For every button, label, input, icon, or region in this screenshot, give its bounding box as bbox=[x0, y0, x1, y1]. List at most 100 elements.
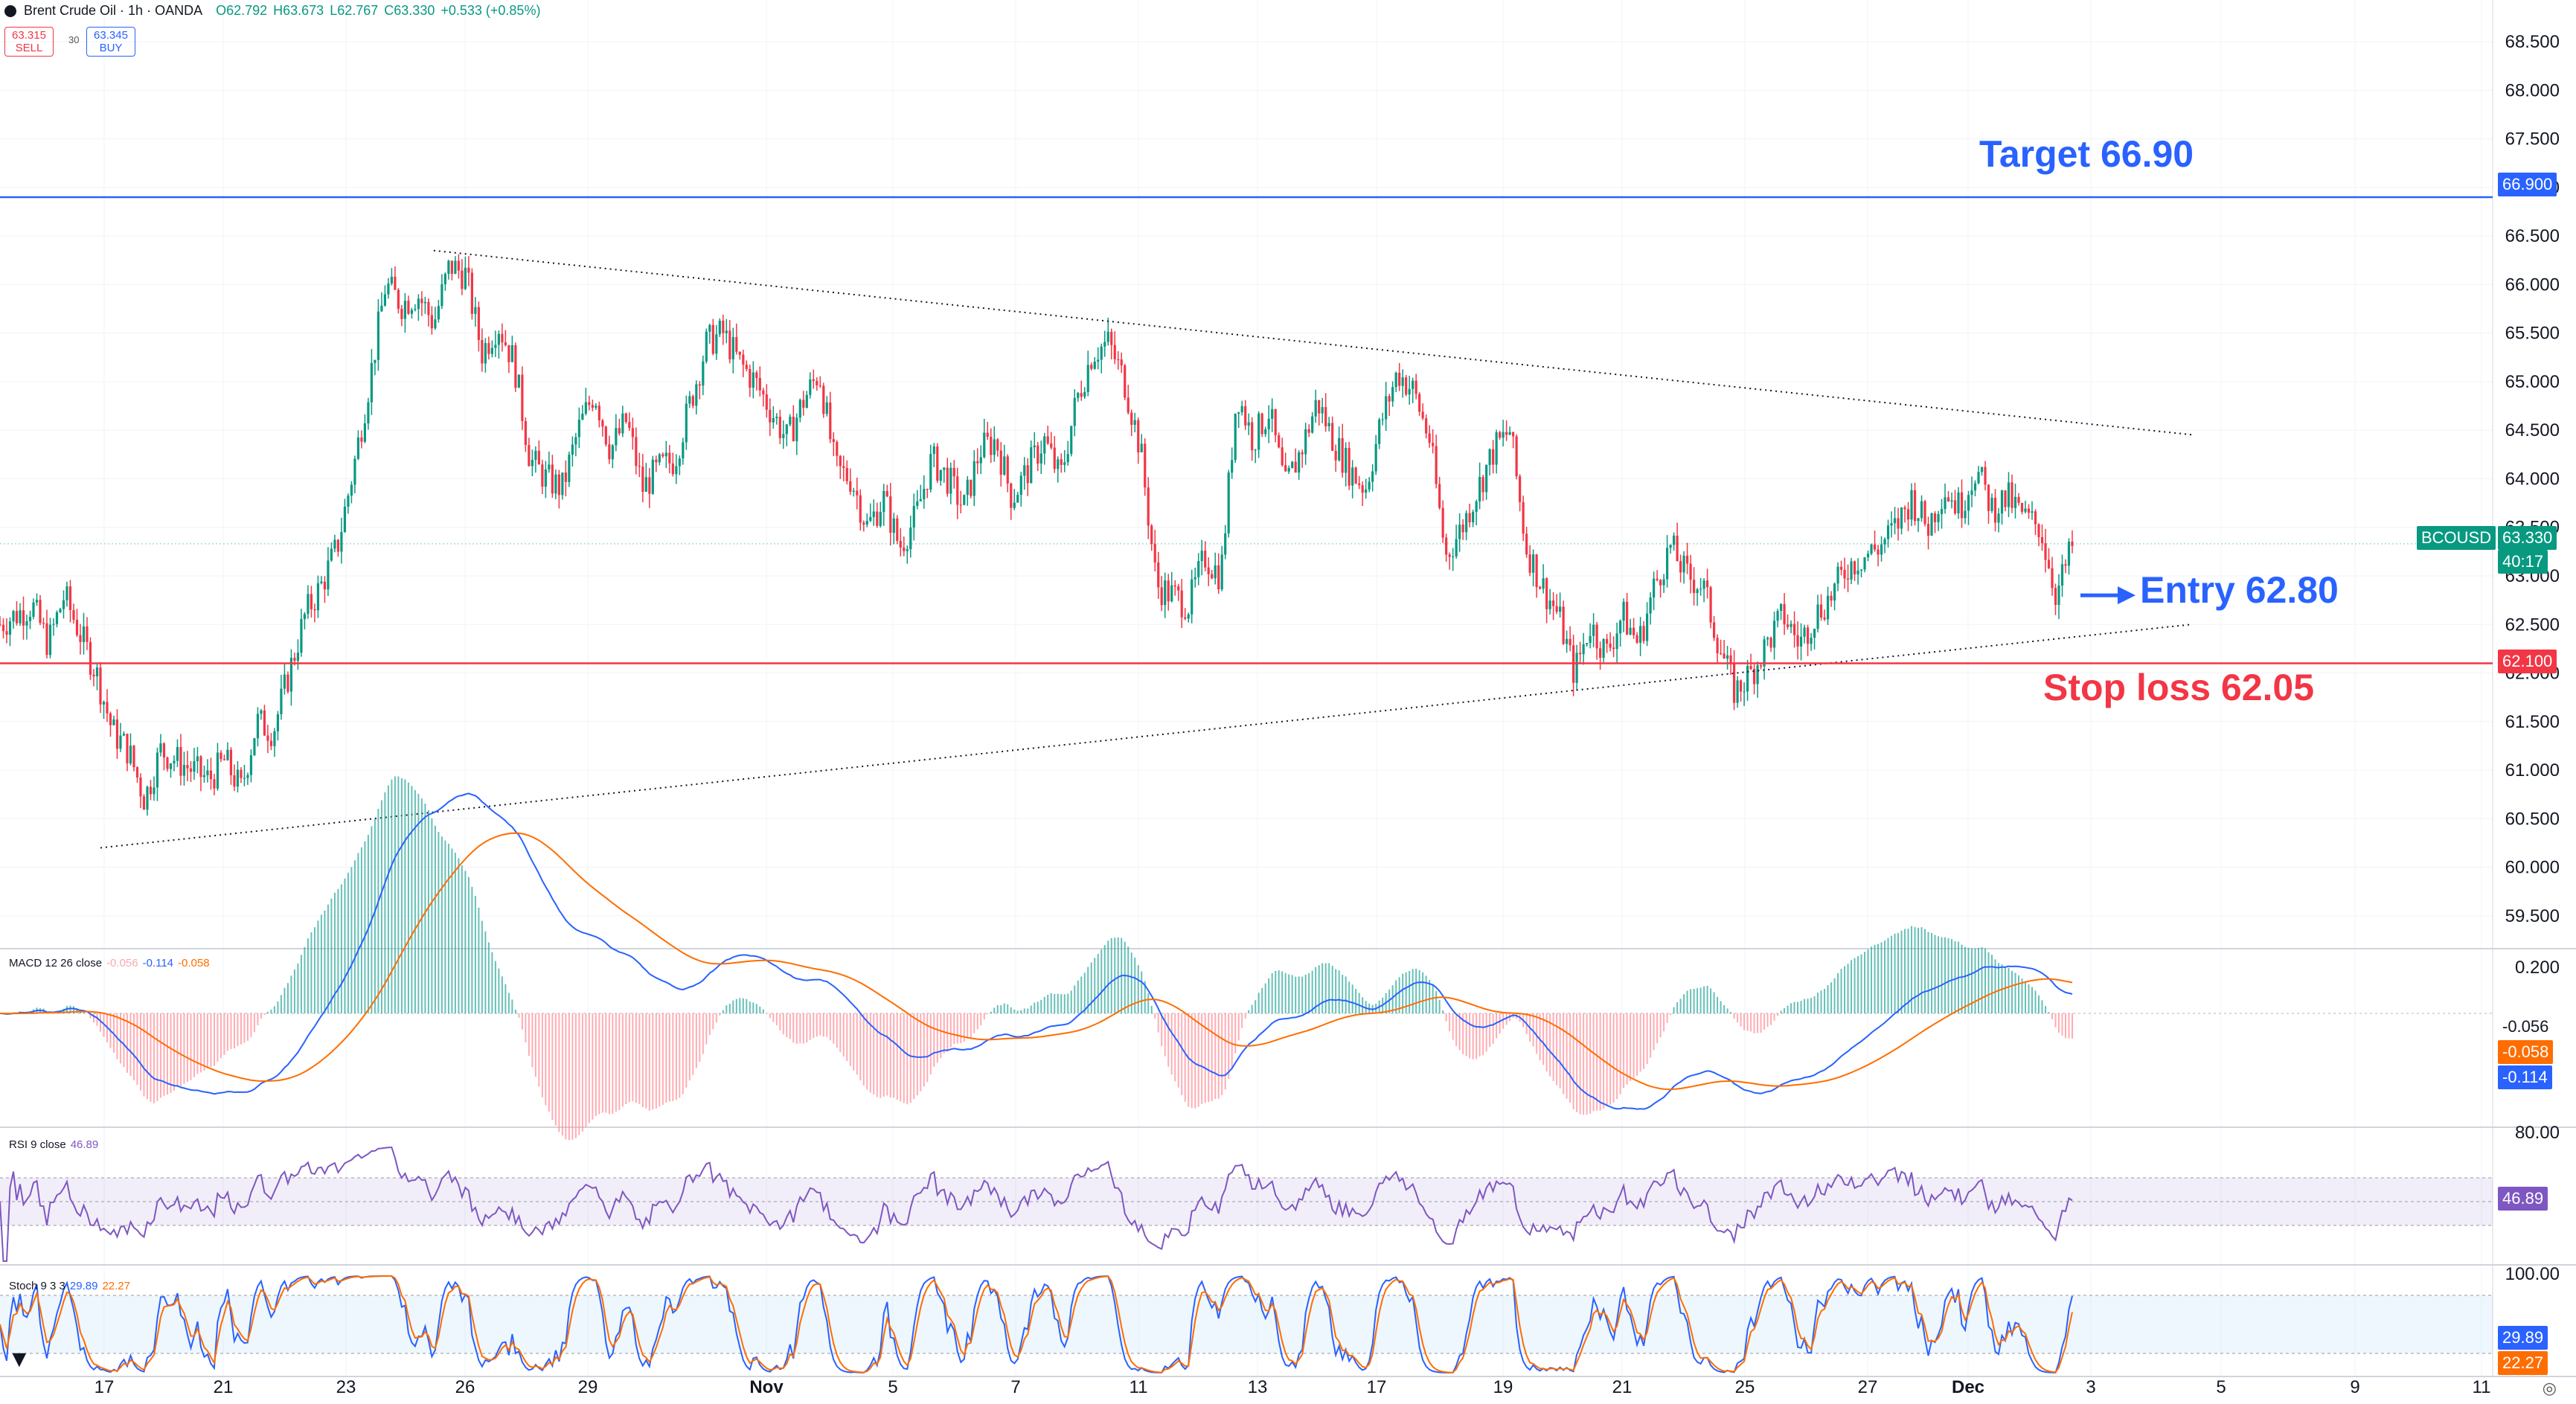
candle-body bbox=[1790, 624, 1792, 627]
candle-body bbox=[966, 479, 969, 496]
candle-body bbox=[1692, 580, 1696, 594]
macd-label: MACD 12 26 close -0.056 -0.114 -0.058 bbox=[9, 957, 210, 969]
candle-body bbox=[1438, 484, 1441, 508]
candle-body bbox=[588, 402, 591, 406]
price-tick-label: 60.000 bbox=[2505, 858, 2560, 878]
candle-body bbox=[106, 702, 109, 714]
buy-price: 63.345 bbox=[94, 29, 128, 42]
entry-arrow-icon bbox=[2080, 586, 2136, 605]
candle-body bbox=[1672, 535, 1676, 545]
candle-body bbox=[1351, 467, 1354, 486]
candle-body bbox=[682, 442, 685, 459]
time-tick-label: 25 bbox=[1735, 1377, 1755, 1397]
macd-signal-line bbox=[0, 832, 2073, 1091]
candle-body bbox=[1264, 429, 1267, 435]
candle-body bbox=[1836, 566, 1839, 584]
candle-body bbox=[993, 439, 996, 455]
candle-body bbox=[504, 342, 507, 345]
candle-body bbox=[1077, 393, 1080, 398]
candle-body bbox=[420, 298, 423, 304]
candle-body bbox=[795, 417, 798, 441]
candle-body bbox=[1127, 397, 1130, 413]
candle-body bbox=[129, 746, 132, 763]
candle-body bbox=[568, 455, 571, 482]
candle-body bbox=[52, 624, 55, 625]
candle-body bbox=[427, 301, 430, 315]
candle-body bbox=[350, 484, 353, 496]
candle-body bbox=[1197, 561, 1200, 577]
candle-body bbox=[1086, 365, 1089, 392]
candle-body bbox=[487, 343, 490, 354]
candle-body bbox=[1244, 406, 1247, 426]
candle-body bbox=[142, 796, 146, 810]
candle-body bbox=[1626, 601, 1629, 635]
candle-body bbox=[310, 594, 313, 609]
time-tick-label: 17 bbox=[94, 1377, 115, 1397]
candle-body bbox=[611, 445, 614, 460]
candle-body bbox=[1432, 443, 1435, 446]
candle-body bbox=[708, 324, 711, 332]
candle-body bbox=[1559, 606, 1562, 612]
candle-body bbox=[1057, 459, 1060, 469]
candle-body bbox=[1729, 655, 1732, 664]
candle-body bbox=[1053, 447, 1056, 469]
candle-body bbox=[2034, 511, 2037, 525]
candle-body bbox=[1291, 461, 1294, 469]
candle-body bbox=[671, 463, 674, 475]
candle-body bbox=[1441, 507, 1444, 538]
candle-body bbox=[95, 667, 99, 676]
candle-body bbox=[394, 276, 397, 290]
candle-body bbox=[919, 499, 922, 501]
buy-button[interactable]: 63.345 BUY bbox=[86, 27, 135, 57]
candle-body bbox=[1609, 644, 1612, 648]
candle-body bbox=[1726, 655, 1729, 659]
time-tick-label: 9 bbox=[2350, 1377, 2359, 1397]
candle-body bbox=[1160, 587, 1163, 606]
candle-body bbox=[1180, 590, 1183, 618]
candle-body bbox=[1194, 577, 1196, 580]
settings-icon[interactable]: ◎ bbox=[2542, 1379, 2557, 1397]
close-value: C63.330 bbox=[384, 3, 435, 18]
candle-body bbox=[1522, 501, 1525, 534]
candle-body bbox=[688, 396, 691, 404]
candle-body bbox=[222, 759, 226, 760]
candle-body bbox=[1702, 580, 1705, 589]
candle-body bbox=[812, 379, 815, 381]
candle-body bbox=[266, 735, 269, 741]
candle-body bbox=[1548, 600, 1551, 609]
candle-body bbox=[363, 423, 367, 442]
candle-body bbox=[1385, 396, 1388, 420]
candle-body bbox=[1960, 492, 1964, 519]
candle-body bbox=[715, 334, 718, 354]
candle-body bbox=[885, 490, 888, 497]
candle-body bbox=[859, 495, 862, 523]
candle-body bbox=[1873, 544, 1877, 550]
candle-body bbox=[45, 623, 48, 655]
low-value: L62.767 bbox=[330, 3, 379, 18]
candle-body bbox=[1093, 362, 1096, 369]
candle-body bbox=[35, 600, 39, 603]
candle-body bbox=[79, 635, 82, 642]
candle-body bbox=[1923, 501, 1926, 525]
candle-body bbox=[414, 309, 417, 310]
candle-body bbox=[126, 734, 129, 763]
candle-body bbox=[269, 740, 273, 746]
candle-body bbox=[856, 490, 859, 496]
candle-body bbox=[202, 775, 206, 778]
macd-signal-pill: -0.058 bbox=[2498, 1040, 2554, 1064]
spread-value: 30 bbox=[68, 34, 80, 45]
candle-body bbox=[1260, 413, 1263, 435]
candle-body bbox=[1157, 562, 1160, 588]
candle-body bbox=[782, 434, 785, 438]
candle-body bbox=[92, 674, 95, 676]
candle-body bbox=[976, 461, 979, 464]
candle-body bbox=[1743, 691, 1746, 693]
sell-button[interactable]: 63.315 SELL bbox=[4, 27, 54, 57]
candle-body bbox=[196, 756, 199, 762]
candle-body bbox=[1200, 551, 1203, 562]
candle-body bbox=[822, 385, 825, 414]
candle-body bbox=[1401, 377, 1404, 386]
candle-body bbox=[1475, 501, 1478, 512]
candle-body bbox=[99, 667, 102, 705]
